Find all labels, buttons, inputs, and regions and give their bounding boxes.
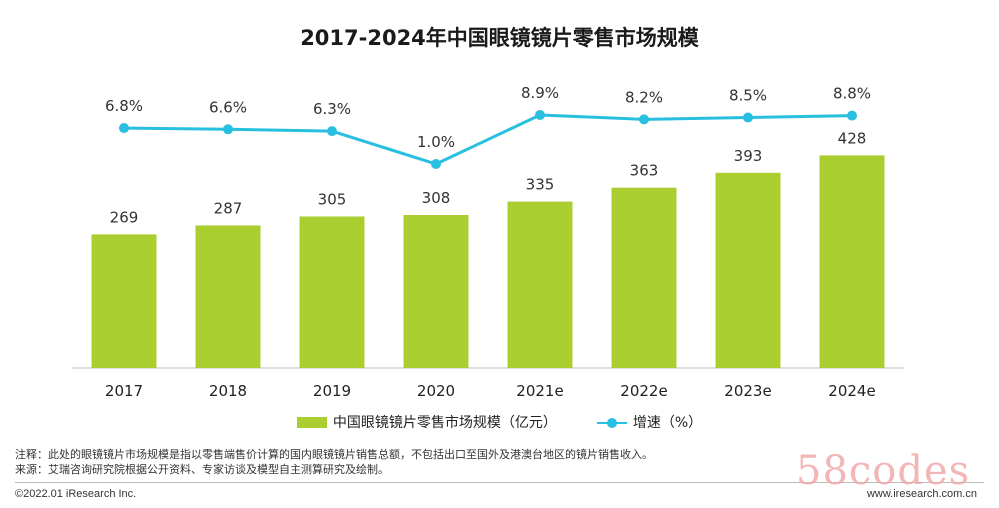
- note-text: 注释：此处的眼镜镜片市场规模是指以零售端售价计算的国内眼镜镜片销售总额，不包括出…: [15, 448, 653, 461]
- chart-title: 2017-2024年中国眼镜镜片零售市场规模: [300, 26, 699, 50]
- growth-value-label-2022e: 8.2%: [625, 88, 663, 106]
- growth-value-label-2024e: 8.8%: [833, 85, 871, 103]
- x-tick-label-2020: 2020: [417, 382, 455, 400]
- footer-divider: [15, 482, 984, 483]
- x-tick-label-2022e: 2022e: [620, 382, 667, 400]
- growth-point-2020: [431, 159, 441, 169]
- bar-2020: [403, 215, 469, 368]
- legend-bar-swatch: [296, 416, 327, 428]
- bar-value-label-2024e: 428: [838, 129, 867, 147]
- x-tick-label-2021e: 2021e: [516, 382, 563, 400]
- bar-value-label-2020: 308: [422, 189, 451, 207]
- growth-point-2019: [327, 126, 337, 137]
- growth-line: [123, 113, 853, 166]
- bar-2019: [299, 216, 365, 368]
- growth-value-label-2018: 6.6%: [209, 98, 247, 116]
- source-text: 来源：艾瑞咨询研究院根据公开资料、专家访谈及模型自主测算研究及绘制。: [15, 463, 389, 476]
- bar-2023e: [715, 172, 781, 368]
- bar-value-label-2017: 269: [110, 208, 139, 226]
- x-tick-label-2017: 2017: [105, 382, 143, 400]
- copyright: ©2022.01 iResearch Inc.: [15, 488, 137, 500]
- legend-item-bar: 中国眼镜镜片零售市场规模（亿元）: [296, 412, 557, 432]
- bar-2024e: [819, 155, 885, 368]
- footnotes: 注释：此处的眼镜镜片市场规模是指以零售端售价计算的国内眼镜镜片销售总额，不包括出…: [15, 447, 653, 477]
- growth-value-label-2020: 1.0%: [417, 133, 455, 151]
- growth-point-2018: [223, 124, 233, 135]
- x-tick-label-2018: 2018: [209, 382, 247, 400]
- growth-value-label-2023e: 8.5%: [729, 87, 767, 105]
- growth-point-2023e: [743, 112, 753, 123]
- bar-2018: [195, 225, 261, 368]
- growth-value-label-2021e: 8.9%: [521, 84, 559, 102]
- growth-value-label-2019: 6.3%: [313, 100, 351, 118]
- growth-point-2024e: [847, 110, 857, 121]
- growth-point-2017: [119, 123, 129, 134]
- bar-value-label-2023e: 393: [734, 147, 763, 165]
- x-tick-label-2024e: 2024e: [828, 382, 875, 400]
- x-tick-label-2023e: 2023e: [724, 382, 771, 400]
- bar-2022e: [611, 187, 677, 368]
- bar-line-chart: 269 2017 287 2018 305 2019 308 2020 335 2021e 363 2…: [72, 84, 904, 400]
- bar-2021e: [507, 201, 573, 368]
- growth-point-2021e: [535, 110, 545, 121]
- legend: 中国眼镜镜片零售市场规模（亿元） 增速（%）: [0, 412, 999, 432]
- growth-point-2022e: [639, 114, 649, 125]
- legend-bar-label: 中国眼镜镜片零售市场规模（亿元）: [332, 415, 557, 431]
- legend-line-swatch: [596, 417, 627, 428]
- watermark: 58codes: [796, 448, 971, 494]
- legend-line-label: 增速（%）: [632, 415, 703, 431]
- bar-value-label-2021e: 335: [526, 176, 555, 194]
- bar-2017: [91, 234, 157, 368]
- growth-value-label-2017: 6.8%: [105, 97, 143, 115]
- bar-value-label-2018: 287: [214, 199, 243, 217]
- website-link[interactable]: www.iresearch.com.cn: [866, 488, 977, 500]
- bar-value-label-2022e: 363: [630, 162, 659, 180]
- bar-value-label-2019: 305: [318, 191, 347, 209]
- x-tick-label-2019: 2019: [313, 382, 351, 400]
- legend-item-line: 增速（%）: [596, 412, 703, 432]
